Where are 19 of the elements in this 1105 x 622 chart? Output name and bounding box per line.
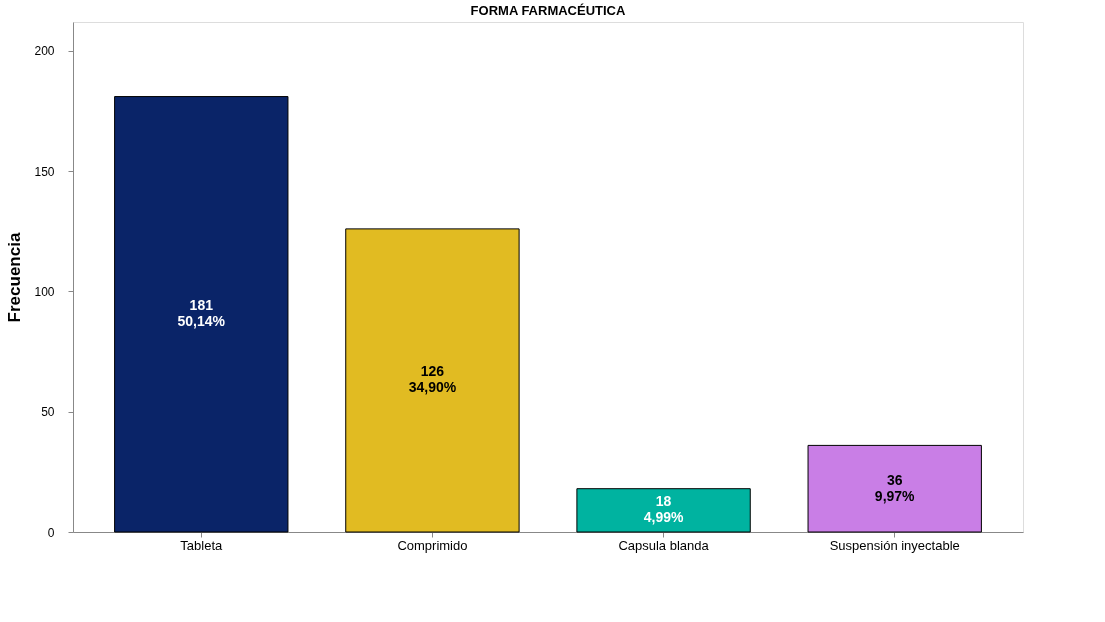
- y-tick-label: 50: [41, 405, 55, 420]
- data-label: 181 50,14%: [177, 297, 226, 330]
- bar: [114, 96, 289, 533]
- y-tick-label: 200: [34, 44, 55, 59]
- y-axis-title: Frecuencia: [5, 232, 25, 323]
- data-label: 126 34,90%: [408, 363, 457, 396]
- y-tick-label: 100: [34, 284, 55, 299]
- data-label: 36 9,97%: [874, 471, 916, 504]
- data-label: 18 4,99%: [643, 493, 684, 526]
- bar: [807, 444, 982, 533]
- bar: [345, 228, 520, 533]
- y-tick-label: 150: [34, 164, 55, 179]
- bar: [576, 488, 751, 533]
- x-tick-label: Capsula blanda: [618, 537, 710, 553]
- x-tick-label: Tableta: [180, 537, 224, 553]
- x-tick-label: Suspensión inyectable: [829, 537, 960, 553]
- chart-title: FORMA FARMACÉUTICA: [470, 3, 626, 18]
- x-tick-label: Comprimido: [397, 537, 468, 553]
- y-tick-label: 0: [47, 525, 55, 540]
